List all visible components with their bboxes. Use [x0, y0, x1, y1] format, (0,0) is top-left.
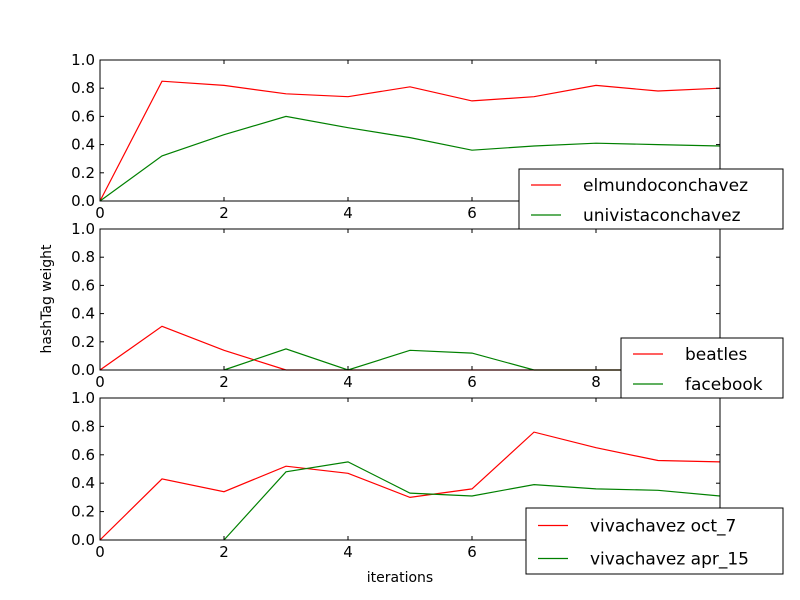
y-axis-title: hashTag weight — [39, 244, 55, 353]
y-tick-label: 0.6 — [71, 107, 95, 125]
x-tick-label: 0 — [95, 204, 105, 222]
y-tick-label: 0.4 — [71, 136, 95, 154]
y-tick-label: 0.8 — [71, 248, 95, 266]
series-line-3-1 — [100, 431, 720, 541]
y-tick-label: 0.0 — [71, 531, 95, 549]
y-tick-label: 0.4 — [71, 474, 95, 492]
y-tick-label: 0.6 — [71, 446, 95, 464]
y-tick-label: 0.2 — [71, 333, 95, 351]
y-tick-label: 0.0 — [71, 361, 95, 379]
x-tick-label: 2 — [219, 204, 229, 222]
series-line-3-2 — [223, 461, 720, 541]
y-tick-label: 0.6 — [71, 276, 95, 294]
y-tick-label: 0.8 — [71, 417, 95, 435]
legend: elmundoconchavez univistaconchavez — [518, 168, 784, 230]
x-axis-title: iterations — [367, 570, 433, 586]
legend-box — [620, 337, 784, 399]
y-tick-label: 1.0 — [71, 51, 95, 69]
x-tick-label: 2 — [219, 543, 229, 561]
x-tick-label: 0 — [95, 543, 105, 561]
legend-box — [525, 507, 784, 575]
x-tick-label: 4 — [343, 543, 353, 561]
y-tick-label: 1.0 — [71, 389, 95, 407]
x-tick-label: 4 — [343, 204, 353, 222]
y-tick-label: 0.2 — [71, 503, 95, 521]
subplot-2: 0 2 4 6 8 0.0 0.2 0.4 0.6 0.8 1.0 beatles facebook — [71, 220, 784, 399]
x-tick-label: 6 — [467, 204, 477, 222]
series-line-1-2 — [100, 115, 720, 202]
legend-label: vivachavez oct_7 — [590, 517, 736, 537]
y-tick-label: 0.4 — [71, 305, 95, 323]
axes-frame — [99, 397, 721, 541]
x-tick-label: 0 — [95, 373, 105, 391]
y-tick-label: 1.0 — [71, 220, 95, 238]
x-tick-label: 2 — [219, 373, 229, 391]
y-tick-label: 0.8 — [71, 79, 95, 97]
x-tick-label: 8 — [591, 373, 601, 391]
x-tick-label: 6 — [467, 543, 477, 561]
legend: vivachavez oct_7 vivachavez apr_15 — [525, 507, 784, 575]
legend-box — [518, 168, 784, 230]
y-tick-label: 0.2 — [71, 164, 95, 182]
legend-label: univistaconchavez — [583, 206, 741, 226]
series-line-1-1 — [100, 80, 720, 202]
legend-label: beatles — [685, 345, 748, 365]
x-tick-label: 4 — [343, 373, 353, 391]
legend-label: vivachavez apr_15 — [590, 550, 749, 570]
axes-frame — [99, 228, 721, 371]
legend-label: facebook — [685, 375, 763, 395]
legend: beatles facebook — [620, 337, 784, 399]
axes-frame — [99, 59, 721, 202]
subplot-1: 024680.00.20.40.60.81.0elmundoconchavezu… — [71, 51, 784, 230]
legend-label: elmundoconchavez — [583, 176, 748, 196]
y-tick-label: 0.0 — [71, 192, 95, 210]
x-tick-label: 6 — [467, 373, 477, 391]
